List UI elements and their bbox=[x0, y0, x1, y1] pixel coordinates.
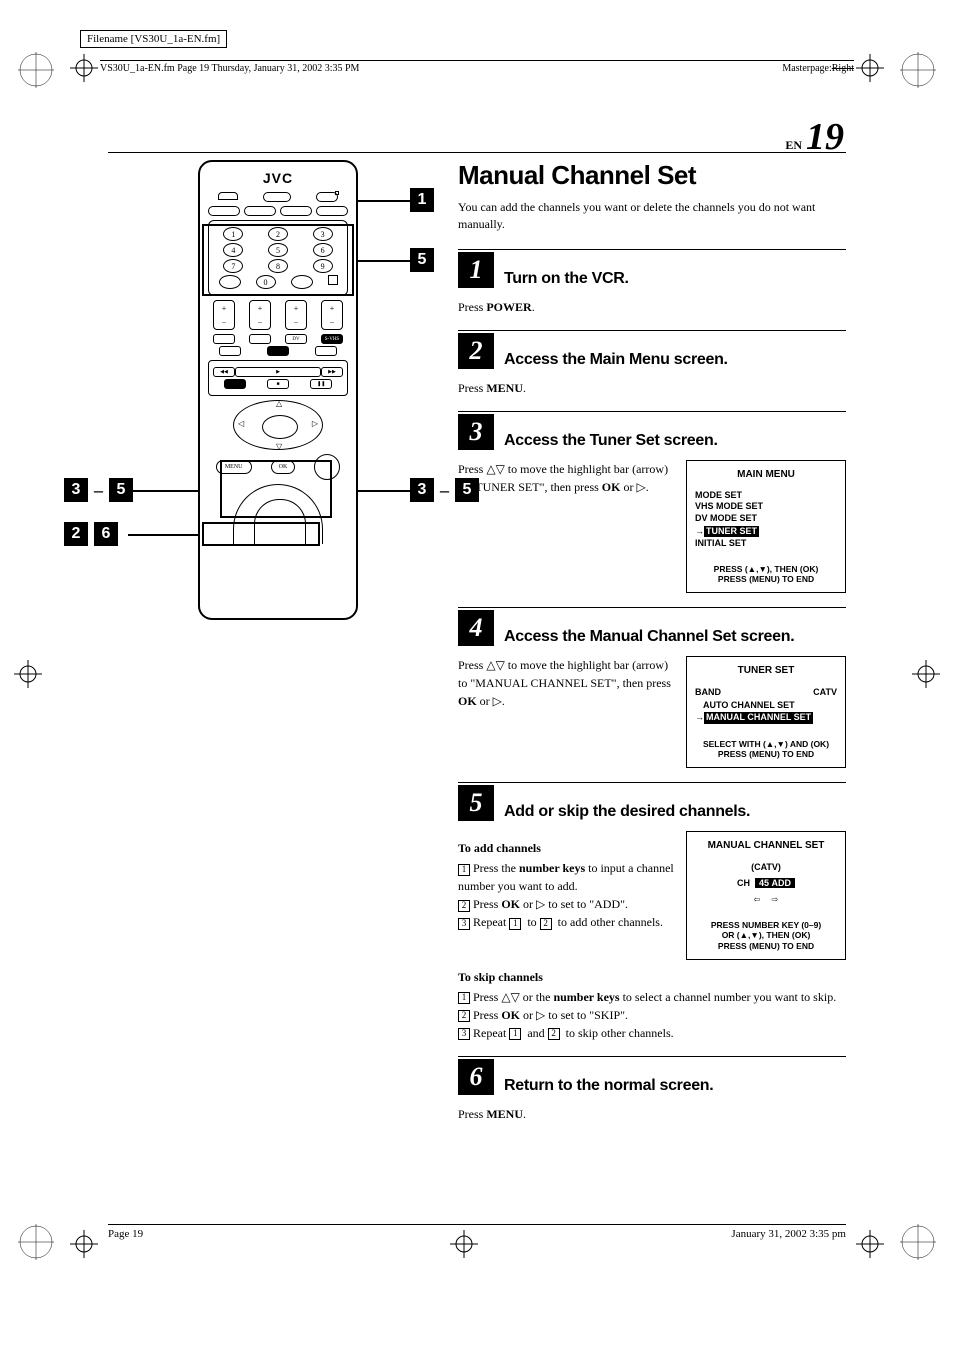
section-title: Manual Channel Set bbox=[458, 160, 846, 191]
crosshair-tr bbox=[856, 54, 884, 82]
step-body-3: Press △▽ to move the highlight bar (arro… bbox=[458, 460, 674, 496]
step-3: 3 Access the Tuner Set screen. Press △▽ … bbox=[458, 411, 846, 594]
reg-mark-bl bbox=[18, 1224, 54, 1260]
step-title-4: Access the Manual Channel Set screen. bbox=[504, 628, 794, 650]
highlight-numpad bbox=[202, 224, 354, 296]
callout-6l: 6 bbox=[94, 522, 118, 546]
intro-text: You can add the channels you want or del… bbox=[458, 199, 846, 233]
nav-ring: △ ▽ ◁ ▷ bbox=[233, 400, 323, 450]
step-body-2: Press MENU. bbox=[458, 379, 846, 397]
step-num-6: 6 bbox=[458, 1059, 494, 1095]
reg-mark-br bbox=[900, 1224, 936, 1260]
crosshair-br bbox=[856, 1230, 884, 1258]
callout-5r: 5 bbox=[455, 478, 479, 502]
step-title-1: Turn on the VCR. bbox=[504, 270, 629, 292]
step-title-3: Access the Tuner Set screen. bbox=[504, 432, 718, 454]
step-body-4: Press △▽ to move the highlight bar (arro… bbox=[458, 656, 674, 710]
step-2: 2 Access the Main Menu screen. Press MEN… bbox=[458, 330, 846, 397]
reg-mark-tr bbox=[900, 52, 936, 88]
step-body-6: Press MENU. bbox=[458, 1105, 846, 1123]
callout-5la: 5 bbox=[109, 478, 133, 502]
filename-box: Filename [VS30U_1a-EN.fm] bbox=[80, 30, 227, 48]
instruction-column: Manual Channel Set You can add the chann… bbox=[458, 160, 846, 1137]
step-num-5: 5 bbox=[458, 785, 494, 821]
crosshair-mr bbox=[912, 660, 940, 688]
crosshair-bl bbox=[70, 1230, 98, 1258]
step-title-2: Access the Main Menu screen. bbox=[504, 351, 728, 373]
step-num-2: 2 bbox=[458, 333, 494, 369]
crosshair-tl bbox=[70, 54, 98, 82]
callout-5: 5 bbox=[410, 248, 434, 272]
callout-2l: 2 bbox=[64, 522, 88, 546]
callout-3l: 3 bbox=[64, 478, 88, 502]
crosshair-ml bbox=[14, 660, 42, 688]
footer-line: Page 19 January 31, 2002 3:35 pm bbox=[108, 1224, 846, 1240]
osd-main-menu: MAIN MENU MODE SET VHS MODE SET DV MODE … bbox=[686, 460, 846, 594]
step-num-1: 1 bbox=[458, 252, 494, 288]
step-title-5: Add or skip the desired channels. bbox=[504, 803, 750, 825]
step-1: 1 Turn on the VCR. Press POWER. bbox=[458, 249, 846, 316]
step-num-4: 4 bbox=[458, 610, 494, 646]
osd-tuner-set: TUNER SET BANDCATV AUTO CHANNEL SET →MAN… bbox=[686, 656, 846, 768]
callout-1: 1 bbox=[410, 188, 434, 212]
step-5: 5 Add or skip the desired channels. To a… bbox=[458, 782, 846, 1042]
header-right: Masterpage:Right bbox=[782, 63, 854, 74]
remote-brand: JVC bbox=[206, 170, 350, 186]
step-body-1: Press POWER. bbox=[458, 298, 846, 316]
footer-left: Page 19 bbox=[108, 1228, 143, 1240]
osd-manual-channel-set: MANUAL CHANNEL SET (CATV) CH 45 ADD ⇦ ⇨ … bbox=[686, 831, 846, 960]
highlight-menu-ok bbox=[202, 522, 320, 546]
step-num-3: 3 bbox=[458, 414, 494, 450]
header-left: VS30U_1a-EN.fm Page 19 Thursday, January… bbox=[100, 63, 359, 74]
step-body-5-add: To add channels 1Press the number keys t… bbox=[458, 831, 674, 931]
step-4: 4 Access the Manual Channel Set screen. … bbox=[458, 607, 846, 768]
top-rule bbox=[108, 152, 846, 153]
footer-right: January 31, 2002 3:35 pm bbox=[731, 1228, 846, 1240]
step-body-5-skip: To skip channels 1Press △▽ or the number… bbox=[458, 968, 846, 1042]
remote-illustration-column: JVC 123 456 789 0 +− +− +− +− bbox=[108, 160, 438, 1137]
step-title-6: Return to the normal screen. bbox=[504, 1077, 713, 1099]
step-6: 6 Return to the normal screen. Press MEN… bbox=[458, 1056, 846, 1123]
highlight-navring bbox=[220, 460, 332, 518]
header-line: VS30U_1a-EN.fm Page 19 Thursday, January… bbox=[100, 60, 854, 74]
callout-3r: 3 bbox=[410, 478, 434, 502]
reg-mark-tl bbox=[18, 52, 54, 88]
